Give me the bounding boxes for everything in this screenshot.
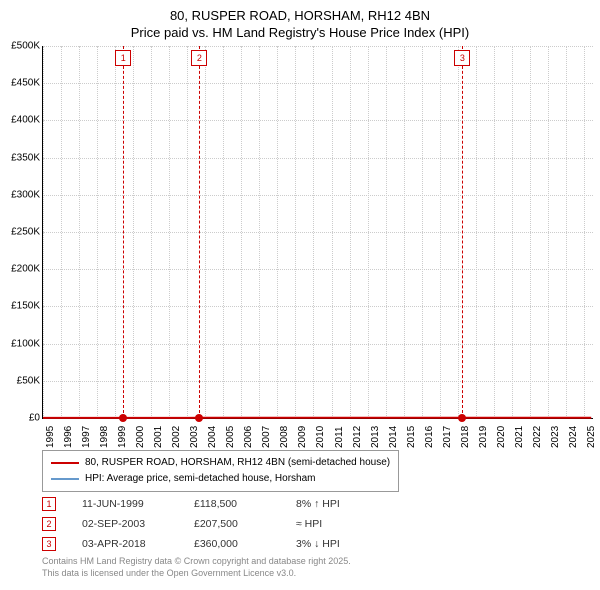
x-axis-label: 2004 xyxy=(207,426,218,448)
event-row: 2 02-SEP-2003 £207,500 ≈ HPI xyxy=(42,514,386,534)
x-axis-label: 2003 xyxy=(189,426,200,448)
x-axis-label: 2007 xyxy=(261,426,272,448)
legend-swatch-2 xyxy=(51,478,79,480)
y-axis-label: £150K xyxy=(4,301,40,312)
event-row: 1 11-JUN-1999 £118,500 8% ↑ HPI xyxy=(42,494,386,514)
y-axis-label: £450K xyxy=(4,78,40,89)
legend-item-2: HPI: Average price, semi-detached house,… xyxy=(51,471,390,487)
event-date: 02-SEP-2003 xyxy=(82,518,168,530)
x-axis-label: 2006 xyxy=(243,426,254,448)
legend-item-1: 80, RUSPER ROAD, HORSHAM, RH12 4BN (semi… xyxy=(51,455,390,471)
x-axis-label: 2014 xyxy=(388,426,399,448)
plot-area: 123 xyxy=(42,46,593,419)
x-axis-label: 2021 xyxy=(514,426,525,448)
y-axis-label: £300K xyxy=(4,189,40,200)
x-axis-label: 2001 xyxy=(153,426,164,448)
title-line-1: 80, RUSPER ROAD, HORSHAM, RH12 4BN xyxy=(0,8,600,25)
event-num-box: 3 xyxy=(42,537,56,551)
y-axis-label: £400K xyxy=(4,115,40,126)
x-axis-label: 2022 xyxy=(532,426,543,448)
y-axis-label: £350K xyxy=(4,152,40,163)
y-axis-label: £0 xyxy=(4,413,40,424)
x-axis-label: 2019 xyxy=(478,426,489,448)
legend-swatch-1 xyxy=(51,462,79,464)
y-axis-label: £50K xyxy=(4,375,40,386)
x-axis-label: 2011 xyxy=(334,426,345,448)
y-axis-label: £250K xyxy=(4,227,40,238)
footer-line-1: Contains HM Land Registry data © Crown c… xyxy=(42,556,351,568)
x-axis-label: 2012 xyxy=(352,426,363,448)
event-note: 8% ↑ HPI xyxy=(296,498,386,510)
x-axis-label: 2000 xyxy=(135,426,146,448)
y-axis-label: £100K xyxy=(4,338,40,349)
title-line-2: Price paid vs. HM Land Registry's House … xyxy=(0,25,600,42)
x-axis-label: 1995 xyxy=(45,426,56,448)
chart-container: 80, RUSPER ROAD, HORSHAM, RH12 4BN Price… xyxy=(0,0,600,590)
x-axis-label: 2024 xyxy=(568,426,579,448)
event-note: ≈ HPI xyxy=(296,518,386,530)
x-axis-label: 2002 xyxy=(171,426,182,448)
events-table: 1 11-JUN-1999 £118,500 8% ↑ HPI 2 02-SEP-2003… xyxy=(42,494,386,554)
x-axis-label: 2017 xyxy=(442,426,453,448)
event-num-box: 2 xyxy=(42,517,56,531)
event-price: £360,000 xyxy=(194,538,270,550)
x-axis-label: 2018 xyxy=(460,426,471,448)
event-price: £207,500 xyxy=(194,518,270,530)
legend-label-2: HPI: Average price, semi-detached house,… xyxy=(85,471,316,487)
x-axis-label: 2025 xyxy=(586,426,597,448)
legend-label-1: 80, RUSPER ROAD, HORSHAM, RH12 4BN (semi… xyxy=(85,455,390,471)
footer-line-2: This data is licensed under the Open Gov… xyxy=(42,568,351,580)
event-price: £118,500 xyxy=(194,498,270,510)
x-axis-label: 2010 xyxy=(315,426,326,448)
x-axis-label: 2015 xyxy=(406,426,417,448)
event-num-box: 1 xyxy=(42,497,56,511)
x-axis-label: 1997 xyxy=(81,426,92,448)
event-date: 11-JUN-1999 xyxy=(82,498,168,510)
footer: Contains HM Land Registry data © Crown c… xyxy=(42,556,351,579)
x-axis-label: 2020 xyxy=(496,426,507,448)
event-note: 3% ↓ HPI xyxy=(296,538,386,550)
event-date: 03-APR-2018 xyxy=(82,538,168,550)
x-axis-label: 2023 xyxy=(550,426,561,448)
x-axis-label: 2009 xyxy=(297,426,308,448)
x-axis-label: 2005 xyxy=(225,426,236,448)
y-axis-label: £500K xyxy=(4,41,40,52)
legend: 80, RUSPER ROAD, HORSHAM, RH12 4BN (semi… xyxy=(42,450,399,492)
x-axis-label: 1998 xyxy=(99,426,110,448)
x-axis-label: 1999 xyxy=(117,426,128,448)
title-block: 80, RUSPER ROAD, HORSHAM, RH12 4BN Price… xyxy=(0,0,600,42)
x-axis-label: 1996 xyxy=(63,426,74,448)
x-axis-label: 2016 xyxy=(424,426,435,448)
chart-lines xyxy=(43,46,593,418)
x-axis-label: 2008 xyxy=(279,426,290,448)
y-axis-label: £200K xyxy=(4,264,40,275)
x-axis-label: 2013 xyxy=(370,426,381,448)
event-row: 3 03-APR-2018 £360,000 3% ↓ HPI xyxy=(42,534,386,554)
